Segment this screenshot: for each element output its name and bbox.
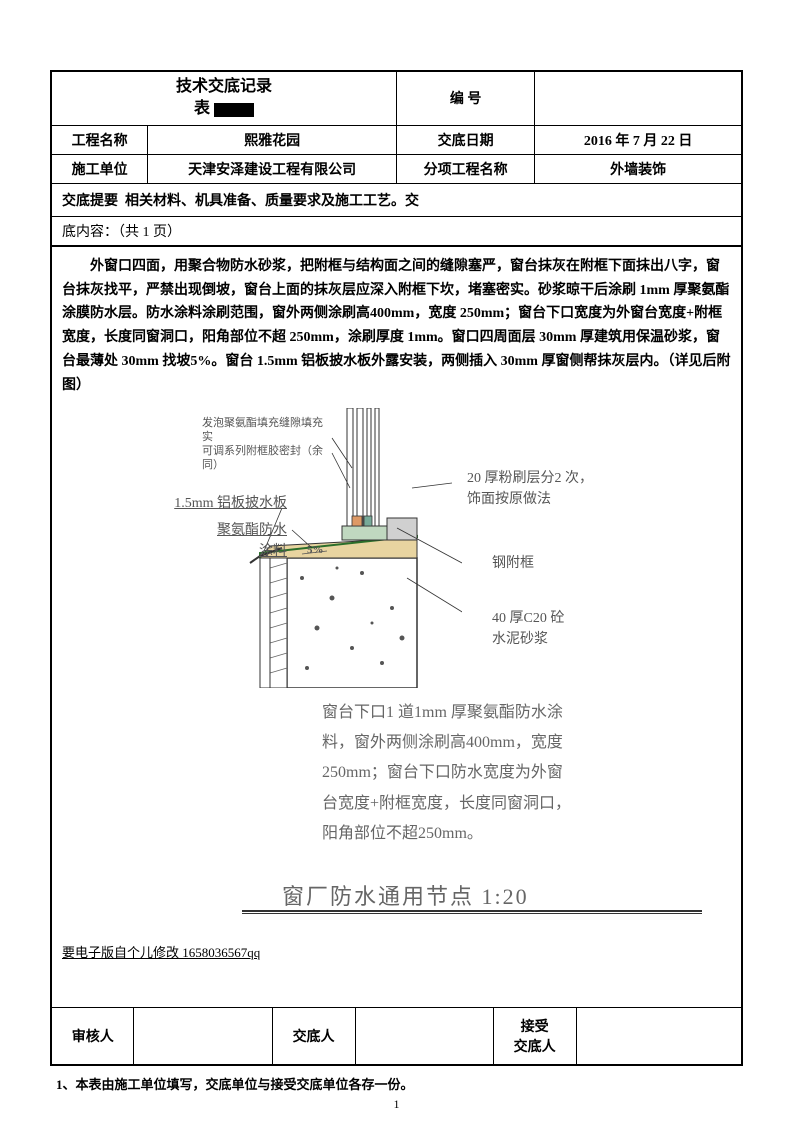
- footer-table: 审核人 交底人 接受交底人: [50, 1007, 743, 1066]
- diagram-wrap: 5% 发泡聚氨酯填充缝隙填充实可调系列附框胶密封（余同） 1.5mm 铝板披水板…: [62, 408, 731, 938]
- footer-c1: 审核人: [51, 1007, 134, 1065]
- page-info: 底内容：（共 1 页）: [51, 216, 742, 246]
- content-area: 外窗口四面，用聚合物防水砂浆，把附框与结构面之间的缝隙塞严，窗台抹灰在附框下面抹…: [50, 247, 743, 1007]
- title-line1: 技术交底记录: [176, 78, 272, 95]
- footer-c4: [355, 1007, 493, 1065]
- doc-title-cell: 技术交底记录 表: [51, 71, 396, 125]
- summary-row: 交底提要 相关材料、机具准备、质量要求及施工工艺。交: [51, 183, 742, 216]
- page-number: 1: [50, 1097, 743, 1112]
- title-underline2: [242, 913, 702, 914]
- label-left1: 1.5mm 铝板披水板: [167, 493, 287, 514]
- diagram-note: 窗台下口1 道1mm 厚聚氨酯防水涂料，窗外两侧涂刷高400mm，宽度250mm…: [322, 698, 702, 850]
- footer-c3: 交底人: [272, 1007, 355, 1065]
- header-table: 技术交底记录 表 编 号 工程名称 熙雅花园 交底日期 2016 年 7 月 2…: [50, 70, 743, 247]
- footer-c2: [134, 1007, 272, 1065]
- body-paragraph: 外窗口四面，用聚合物防水砂浆，把附框与结构面之间的缝隙塞严，窗台抹灰在附框下面抹…: [62, 255, 731, 398]
- label-topleft: 发泡聚氨酯填充缝隙填充实可调系列附框胶密封（余同）: [202, 416, 332, 473]
- label-left2: 聚氨酯防水涂料: [207, 520, 287, 562]
- title-line2-prefix: 表: [194, 100, 210, 117]
- label-right3: 40 厚C20 砼水泥砂浆: [492, 608, 632, 650]
- title-underline1: [242, 910, 702, 912]
- label-right1: 20 厚粉刷层分2 次，饰面按原做法: [467, 468, 667, 510]
- footnote: 1、本表由施工单位填写，交底单位与接受交底单位各存一份。: [50, 1066, 743, 1093]
- row0-value1: 熙雅花园: [148, 125, 397, 154]
- row1-label1: 施工单位: [51, 154, 148, 183]
- redacted-block: [214, 103, 254, 117]
- row0-label1: 工程名称: [51, 125, 148, 154]
- row1-value1: 天津安泽建设工程有限公司: [148, 154, 397, 183]
- code-label: 编 号: [396, 71, 534, 125]
- label-right2: 钢附框: [492, 553, 572, 574]
- row1-value2: 外墙装饰: [535, 154, 742, 183]
- row1-label2: 分项工程名称: [396, 154, 534, 183]
- row0-label2: 交底日期: [396, 125, 534, 154]
- summary-label: 交底提要: [62, 194, 118, 209]
- footer-c6: [576, 1007, 742, 1065]
- code-value: [535, 71, 742, 125]
- qq-line: 要电子版自个儿修改 1658036567qq: [62, 942, 731, 964]
- row0-value2: 2016 年 7 月 22 日: [535, 125, 742, 154]
- summary-value: 相关材料、机具准备、质量要求及施工工艺。交: [125, 194, 419, 209]
- footer-c5: 接受交底人: [493, 1007, 576, 1065]
